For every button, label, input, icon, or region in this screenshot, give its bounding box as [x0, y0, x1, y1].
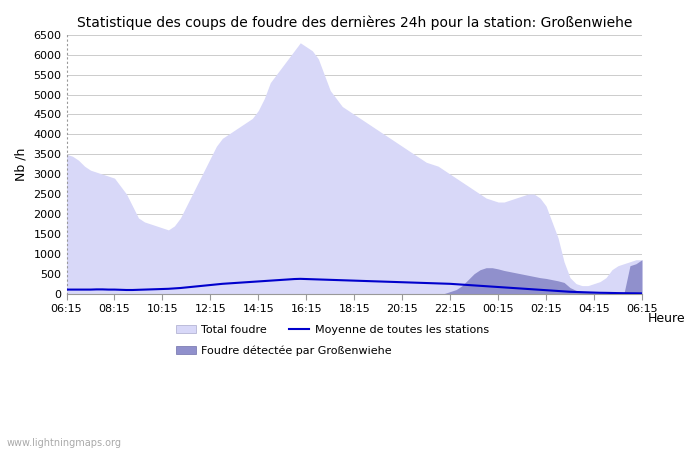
Text: Heure: Heure: [648, 312, 685, 325]
Legend: Foudre détectée par Großenwiehe: Foudre détectée par Großenwiehe: [176, 346, 392, 356]
Y-axis label: Nb /h: Nb /h: [15, 148, 28, 181]
Text: www.lightningmaps.org: www.lightningmaps.org: [7, 438, 122, 448]
Title: Statistique des coups de foudre des dernières 24h pour la station: Großenwiehe: Statistique des coups de foudre des dern…: [76, 15, 632, 30]
